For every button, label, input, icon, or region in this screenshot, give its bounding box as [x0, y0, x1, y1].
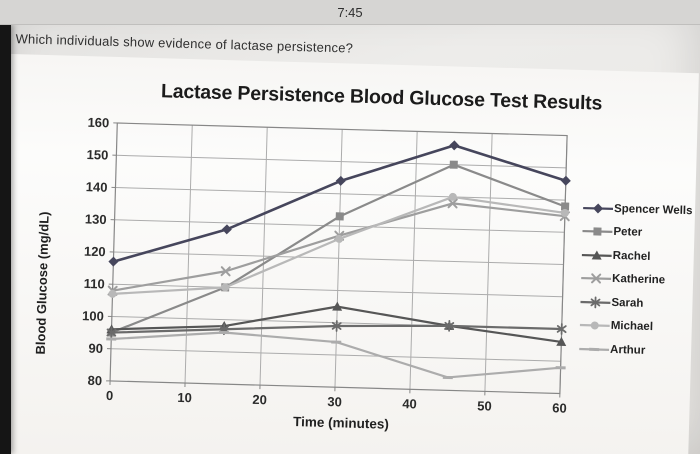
legend-item-spencer-wells: Spencer Wells [583, 196, 700, 223]
legend-marker-icon [581, 250, 612, 260]
legend-label: Spencer Wells [613, 202, 693, 217]
chart-legend: Spencer Wells Peter Rachel Katherine Sarah Mi… [579, 196, 700, 364]
legend-label: Rachel [612, 249, 651, 263]
svg-text:30: 30 [327, 394, 342, 409]
svg-text:0: 0 [106, 388, 114, 403]
legend-marker-icon [583, 203, 614, 214]
legend-item-arthur: Arthur [579, 337, 698, 364]
svg-text:110: 110 [84, 276, 105, 292]
status-bar: 7:45 [0, 0, 700, 25]
svg-text:20: 20 [252, 392, 267, 407]
photo-content: Which individuals show evidence of lacta… [0, 24, 700, 454]
svg-text:150: 150 [86, 147, 108, 163]
svg-text:40: 40 [402, 396, 417, 411]
legend-item-sarah: Sarah [580, 290, 699, 317]
legend-label: Arthur [609, 343, 646, 357]
svg-text:120: 120 [84, 244, 106, 260]
legend-item-katherine: Katherine [581, 267, 700, 294]
legend-label: Katherine [611, 273, 666, 287]
legend-label: Peter [613, 226, 643, 239]
legend-marker-icon [579, 347, 610, 351]
legend-marker-icon [580, 296, 611, 309]
svg-text:90: 90 [88, 341, 103, 356]
legend-label: Sarah [611, 296, 644, 310]
svg-text:100: 100 [82, 308, 104, 324]
svg-text:160: 160 [87, 115, 109, 131]
svg-text:130: 130 [85, 211, 107, 227]
legend-item-rachel: Rachel [581, 243, 700, 270]
status-time: 7:45 [337, 4, 363, 20]
chart-panel: Lactase Persistence Blood Glucose Test R… [0, 54, 699, 454]
svg-text:60: 60 [552, 400, 567, 415]
legend-item-peter: Peter [582, 220, 700, 247]
legend-marker-icon [581, 273, 612, 284]
legend-label: Michael [610, 320, 654, 334]
legend-item-michael: Michael [579, 314, 698, 341]
question-text: Which individuals show evidence of lacta… [15, 31, 354, 56]
svg-text:80: 80 [87, 373, 102, 388]
svg-text:10: 10 [177, 390, 192, 405]
legend-marker-icon [582, 227, 613, 236]
photo-left-edge [0, 24, 11, 454]
y-axis-label: Blood Glucose (mg/dL) [32, 211, 52, 355]
chart-plot: 80 90 100 110 120 130 140 150 160 0 10 20 30 40 50 60 [82, 115, 571, 416]
svg-text:140: 140 [86, 179, 108, 195]
legend-marker-icon [579, 321, 610, 330]
svg-text:50: 50 [477, 398, 492, 413]
